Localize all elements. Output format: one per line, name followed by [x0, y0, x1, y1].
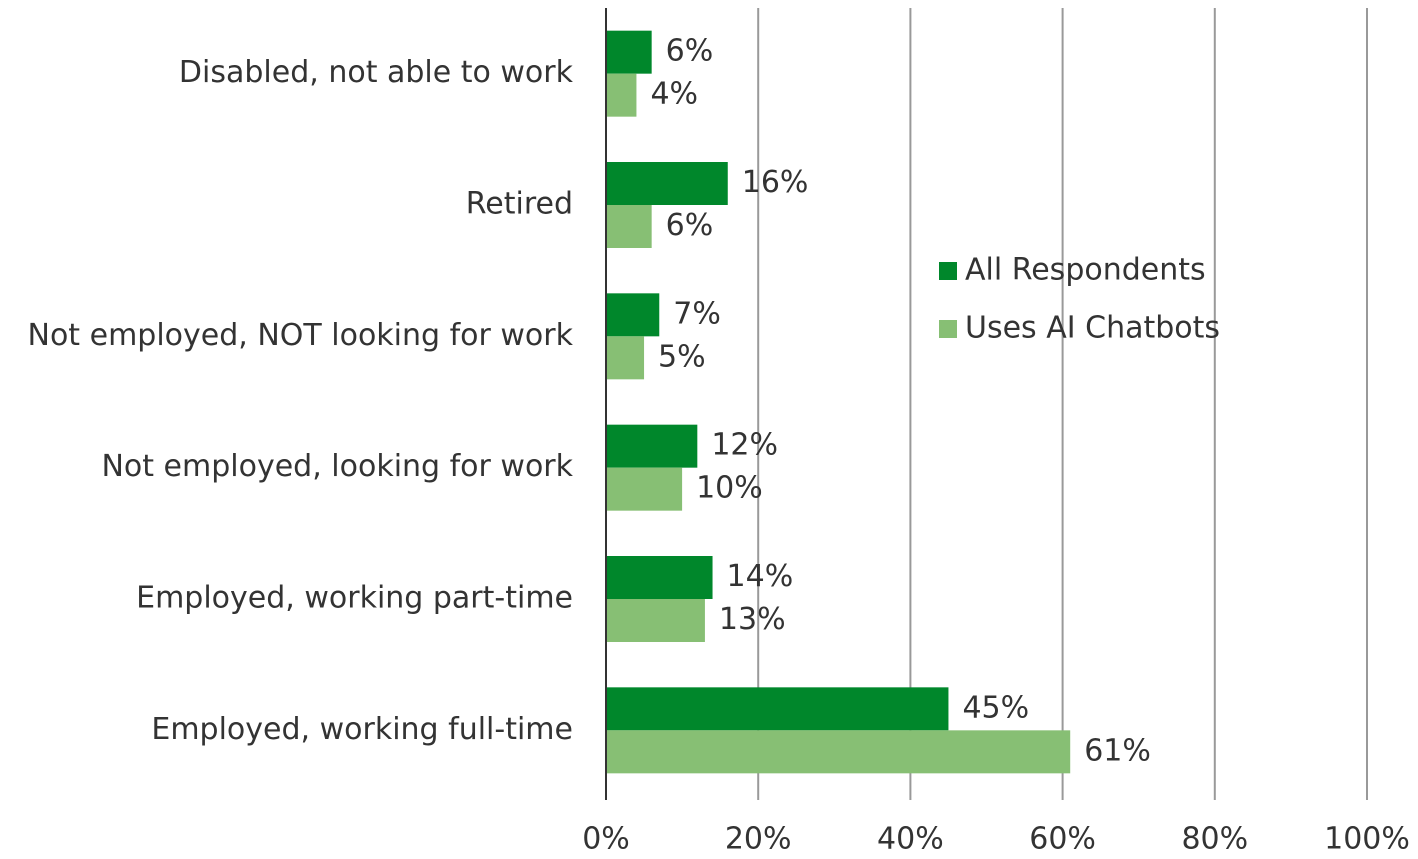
x-tick-label: 20%	[725, 822, 792, 857]
data-label: 61%	[1084, 733, 1151, 768]
y-tick-label: Disabled, not able to work	[179, 55, 574, 90]
bar	[606, 293, 660, 337]
data-label: 14%	[727, 559, 794, 594]
data-label: 16%	[742, 165, 809, 200]
data-label: 6%	[666, 34, 714, 69]
legend-swatch	[939, 320, 957, 338]
y-tick-label: Employed, working full-time	[151, 712, 573, 747]
bar	[606, 424, 698, 468]
bar	[606, 687, 949, 731]
x-tick-label: 100%	[1324, 822, 1410, 857]
x-tick-label: 40%	[877, 822, 944, 857]
bar	[606, 730, 1071, 774]
data-label: 12%	[711, 428, 778, 463]
data-label: 7%	[673, 296, 721, 331]
data-label: 10%	[696, 471, 763, 506]
bar	[606, 336, 645, 380]
bar	[606, 467, 683, 511]
y-tick-label: Retired	[466, 187, 573, 222]
data-label: 13%	[719, 602, 786, 637]
x-tick-label: 80%	[1181, 822, 1248, 857]
bar	[606, 205, 652, 248]
bar	[606, 162, 728, 205]
bar	[606, 73, 637, 117]
y-tick-label: Not employed, looking for work	[101, 449, 573, 484]
legend-label: All Respondents	[965, 253, 1206, 288]
legend-swatch	[939, 262, 957, 280]
x-tick-label: 60%	[1029, 822, 1096, 857]
y-tick-label: Employed, working part-time	[136, 581, 573, 616]
bar	[606, 599, 705, 642]
bar	[606, 556, 713, 599]
data-label: 5%	[658, 339, 706, 374]
bar	[606, 30, 652, 74]
data-label: 4%	[650, 77, 698, 112]
x-tick-label: 0%	[582, 822, 630, 857]
data-label: 45%	[962, 690, 1029, 725]
data-label: 6%	[666, 208, 714, 243]
legend-label: Uses AI Chatbots	[965, 311, 1220, 346]
y-tick-label: Not employed, NOT looking for work	[28, 318, 574, 353]
